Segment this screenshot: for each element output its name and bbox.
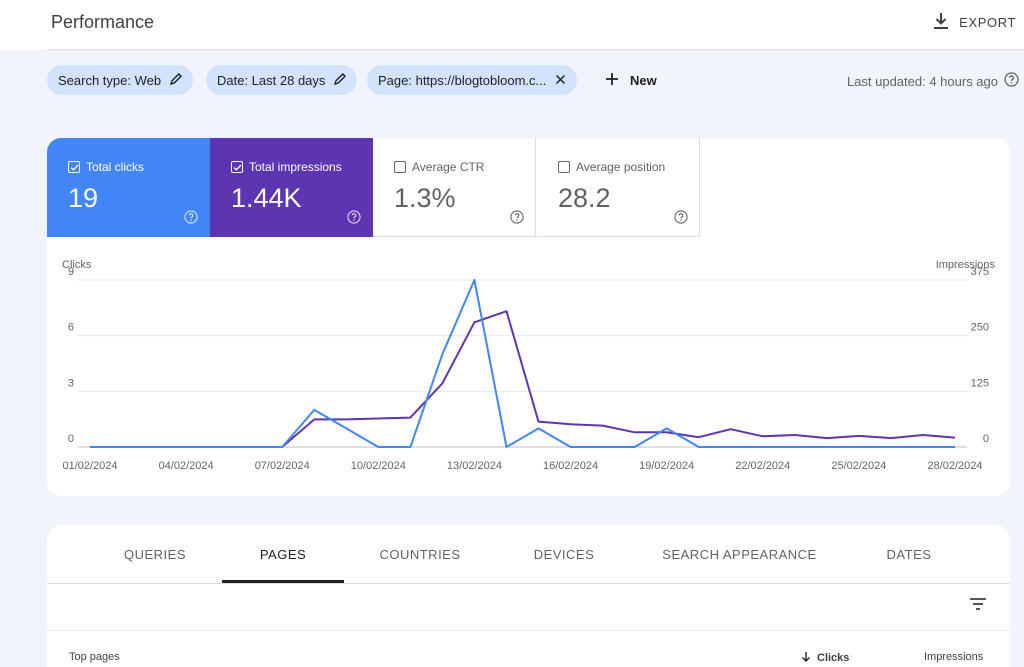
- checkbox-unchecked-icon[interactable]: [394, 161, 406, 173]
- top-bar: Performance EXPORT: [0, 0, 1024, 50]
- left-axis-tick-label: 6: [68, 322, 74, 334]
- x-axis-tick-label: 01/02/2024: [62, 460, 117, 472]
- tab-queries[interactable]: QUERIES: [123, 546, 186, 562]
- tab-search-appearance[interactable]: SEARCH APPEARANCE: [662, 546, 817, 562]
- filter-bar: Search type: Web Date: Last 28 days Page…: [0, 50, 1024, 110]
- metric-label-text: Average CTR: [412, 160, 485, 174]
- metric-value: 28.2: [558, 183, 611, 213]
- new-label: New: [630, 72, 657, 88]
- series-line-impressions: [90, 310, 956, 448]
- x-axis-tick-label: 22/02/2024: [735, 460, 790, 472]
- x-axis-tick-label: 04/02/2024: [159, 460, 214, 472]
- chip-label: Date: Last 28 days: [217, 72, 326, 88]
- column-header-top-pages[interactable]: Top pages: [69, 651, 120, 663]
- edit-icon[interactable]: [334, 72, 347, 88]
- line-chart-svg: 0 3 6 9 0 125 250 375 Clicks Impressions 01/02/202…: [62, 259, 996, 472]
- metric-label-text: Total clicks: [86, 160, 145, 174]
- checkbox-checked-icon[interactable]: [68, 161, 80, 173]
- performance-chart[interactable]: 0 3 6 9 0 125 250 375 Clicks Impressions 01/02/202…: [47, 237, 1010, 496]
- x-axis-tick-label: 07/02/2024: [255, 460, 310, 472]
- close-icon[interactable]: [555, 73, 566, 88]
- right-axis-tick-label: 375: [971, 266, 989, 278]
- report-tabs-card: QUERIES PAGES COUNTRIES DEVICES SEARCH A…: [47, 525, 1010, 667]
- tab-pages[interactable]: PAGES: [259, 546, 307, 562]
- date-filter-chip[interactable]: Date: Last 28 days: [206, 65, 358, 95]
- left-axis-tick-label: 3: [68, 377, 74, 389]
- tab-dates[interactable]: DATES: [886, 546, 932, 562]
- checkbox-checked-icon[interactable]: [231, 161, 243, 173]
- right-axis-tick-label: 125: [971, 377, 989, 389]
- total-clicks-metric[interactable]: Total clicks 19: [47, 138, 210, 237]
- tabs-divider: [47, 583, 1010, 584]
- filter-rows-icon[interactable]: [969, 597, 987, 616]
- right-axis-tick-label: 0: [983, 433, 989, 445]
- left-axis-tick-label: 0: [68, 433, 74, 445]
- x-axis-tick-label: 19/02/2024: [639, 460, 694, 472]
- left-axis-label: Clicks: [62, 259, 92, 271]
- help-icon[interactable]: [347, 210, 361, 229]
- search-type-filter-chip[interactable]: Search type: Web: [47, 65, 194, 95]
- arrow-down-icon: [801, 651, 811, 665]
- help-icon[interactable]: [1004, 72, 1019, 90]
- column-header-clicks[interactable]: Clicks: [801, 651, 849, 665]
- average-position-metric[interactable]: Average position 28.2: [537, 138, 700, 237]
- checkbox-unchecked-icon[interactable]: [558, 161, 570, 173]
- series-line-clicks: [90, 279, 955, 448]
- new-filter-button[interactable]: New: [605, 70, 657, 90]
- metric-label: Average position: [558, 160, 665, 174]
- last-updated-text: Last updated: 4 hours ago: [846, 73, 998, 89]
- export-label: EXPORT: [959, 14, 1016, 30]
- column-header-impressions[interactable]: Impressions: [924, 651, 984, 663]
- download-icon: [933, 12, 949, 33]
- x-axis-tick-label: 25/02/2024: [831, 460, 886, 472]
- tab-countries[interactable]: COUNTRIES: [379, 546, 461, 562]
- table-divider: [47, 630, 1010, 631]
- tab-devices[interactable]: DEVICES: [533, 546, 595, 562]
- metric-label-text: Total impressions: [249, 160, 342, 174]
- x-axis-tick-label: 13/02/2024: [447, 460, 502, 472]
- last-updated: Last updated: 4 hours ago: [847, 72, 1019, 90]
- chip-label: Search type: Web: [58, 72, 162, 88]
- plus-icon: [605, 72, 619, 89]
- metric-label: Average CTR: [394, 160, 484, 174]
- performance-card: Total clicks 19 Total impressions 1.44K …: [47, 138, 1010, 496]
- column-header-clicks-label: Clicks: [817, 652, 850, 664]
- average-ctr-metric[interactable]: Average CTR 1.3%: [373, 138, 536, 237]
- page-filter-chip[interactable]: Page: https://blogtobloom.c...: [367, 65, 578, 95]
- right-axis-label: Impressions: [936, 259, 996, 271]
- metric-value: 1.44K: [231, 183, 302, 213]
- header-divider: [47, 49, 1024, 50]
- chip-label: Page: https://blogtobloom.c...: [378, 72, 547, 88]
- help-icon[interactable]: [674, 210, 688, 229]
- help-icon[interactable]: [510, 210, 524, 229]
- page-title: Performance: [51, 12, 155, 32]
- metric-label: Total clicks: [68, 160, 144, 174]
- x-axis-tick-label: 16/02/2024: [543, 460, 598, 472]
- right-axis-tick-label: 250: [971, 322, 989, 334]
- x-axis-tick-label: 10/02/2024: [351, 460, 406, 472]
- metric-value: 1.3%: [394, 183, 456, 213]
- help-icon[interactable]: [184, 210, 198, 229]
- total-impressions-metric[interactable]: Total impressions 1.44K: [210, 138, 373, 237]
- left-axis-tick-label: 9: [68, 266, 74, 278]
- metric-label: Total impressions: [231, 160, 342, 174]
- edit-icon[interactable]: [170, 72, 183, 88]
- metric-label-text: Average position: [576, 160, 666, 174]
- metric-value: 19: [68, 183, 99, 213]
- export-button[interactable]: EXPORT: [933, 10, 1016, 34]
- active-tab-indicator: [222, 580, 344, 583]
- x-axis-tick-label: 28/02/2024: [927, 460, 982, 472]
